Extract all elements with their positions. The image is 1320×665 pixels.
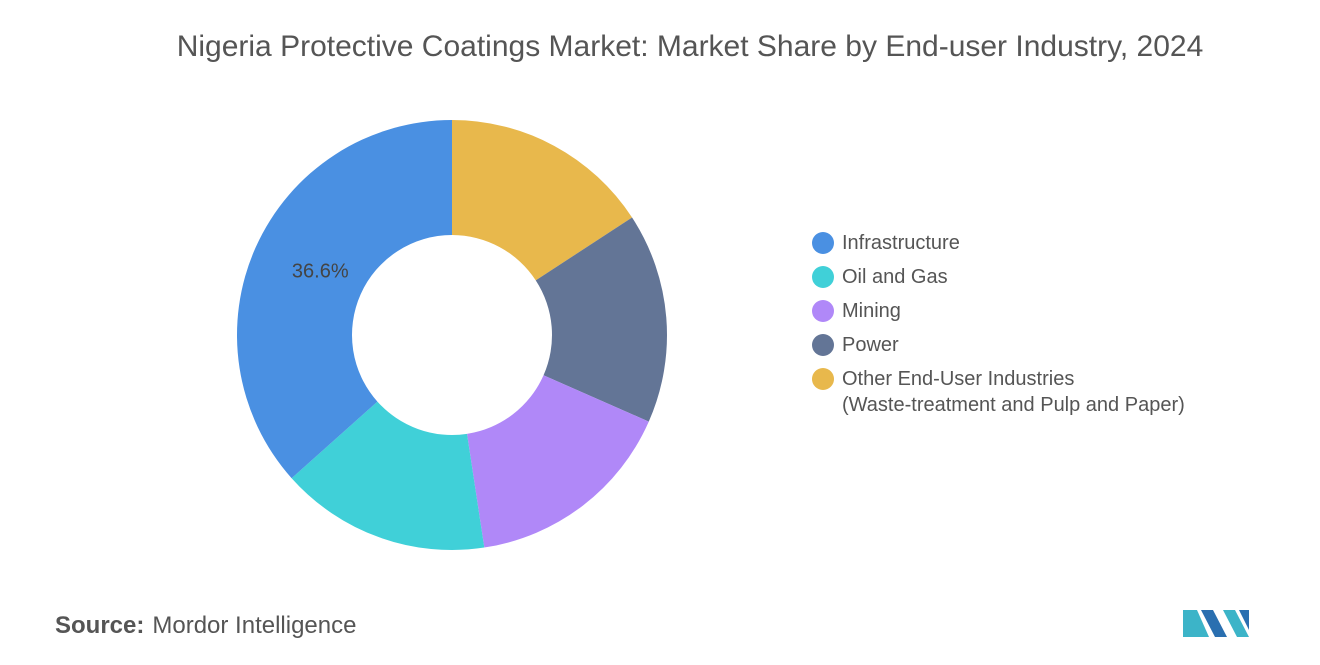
legend-label: Mining	[842, 300, 901, 322]
slice	[237, 120, 452, 479]
logo	[1183, 610, 1249, 637]
legend-label: Oil and Gas	[842, 266, 948, 288]
legend-item: Infrastructure	[812, 230, 1185, 256]
legend-swatch	[812, 368, 834, 390]
source-text: Mordor Intelligence	[152, 612, 357, 639]
legend: Infrastructure Oil and Gas Mining Power Othe…	[812, 230, 1185, 426]
legend-swatch	[812, 232, 834, 254]
chart-title: Nigeria Protective Coatings Market: Mark…	[176, 30, 1204, 63]
legend-label: Other End-User Industries (Waste-treatme…	[842, 368, 1185, 416]
legend-item: Power	[812, 332, 1185, 358]
slice	[291, 401, 485, 550]
slice	[535, 217, 667, 422]
data-label: 36.6%	[292, 261, 349, 283]
source-label: Source:	[55, 612, 145, 639]
legend-item: Other End-User Industries (Waste-treatme…	[812, 366, 1185, 418]
legend-swatch	[812, 334, 834, 356]
legend-label: Power	[842, 334, 899, 356]
legend-label: Infrastructure	[842, 232, 960, 254]
slice	[467, 375, 649, 548]
chart: 36.6%	[237, 120, 667, 550]
legend-swatch	[812, 300, 834, 322]
legend-item: Oil and Gas	[812, 264, 1185, 290]
legend-swatch	[812, 266, 834, 288]
source: Source: Mordor Intelligence	[55, 612, 356, 640]
legend-item: Mining	[812, 298, 1185, 324]
slice	[452, 120, 633, 281]
